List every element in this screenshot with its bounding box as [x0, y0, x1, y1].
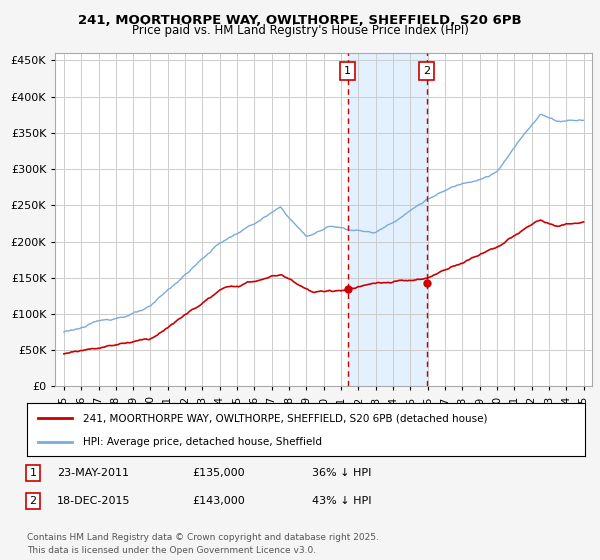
Bar: [347, 53, 427, 386]
Text: £143,000: £143,000: [192, 496, 245, 506]
Text: 43% ↓ HPI: 43% ↓ HPI: [312, 496, 371, 506]
Text: 1: 1: [344, 66, 351, 76]
Text: Price paid vs. HM Land Registry's House Price Index (HPI): Price paid vs. HM Land Registry's House …: [131, 24, 469, 37]
Text: 241, MOORTHORPE WAY, OWLTHORPE, SHEFFIELD, S20 6PB: 241, MOORTHORPE WAY, OWLTHORPE, SHEFFIEL…: [78, 14, 522, 27]
Text: 18-DEC-2015: 18-DEC-2015: [57, 496, 131, 506]
Text: 23-MAY-2011: 23-MAY-2011: [57, 468, 129, 478]
Text: £135,000: £135,000: [192, 468, 245, 478]
Text: 1: 1: [29, 468, 37, 478]
Text: Contains HM Land Registry data © Crown copyright and database right 2025.
This d: Contains HM Land Registry data © Crown c…: [27, 533, 379, 554]
Text: 2: 2: [29, 496, 37, 506]
Text: 2: 2: [424, 66, 431, 76]
Text: 241, MOORTHORPE WAY, OWLTHORPE, SHEFFIELD, S20 6PB (detached house): 241, MOORTHORPE WAY, OWLTHORPE, SHEFFIEL…: [83, 413, 487, 423]
Text: 36% ↓ HPI: 36% ↓ HPI: [312, 468, 371, 478]
Text: HPI: Average price, detached house, Sheffield: HPI: Average price, detached house, Shef…: [83, 436, 322, 446]
